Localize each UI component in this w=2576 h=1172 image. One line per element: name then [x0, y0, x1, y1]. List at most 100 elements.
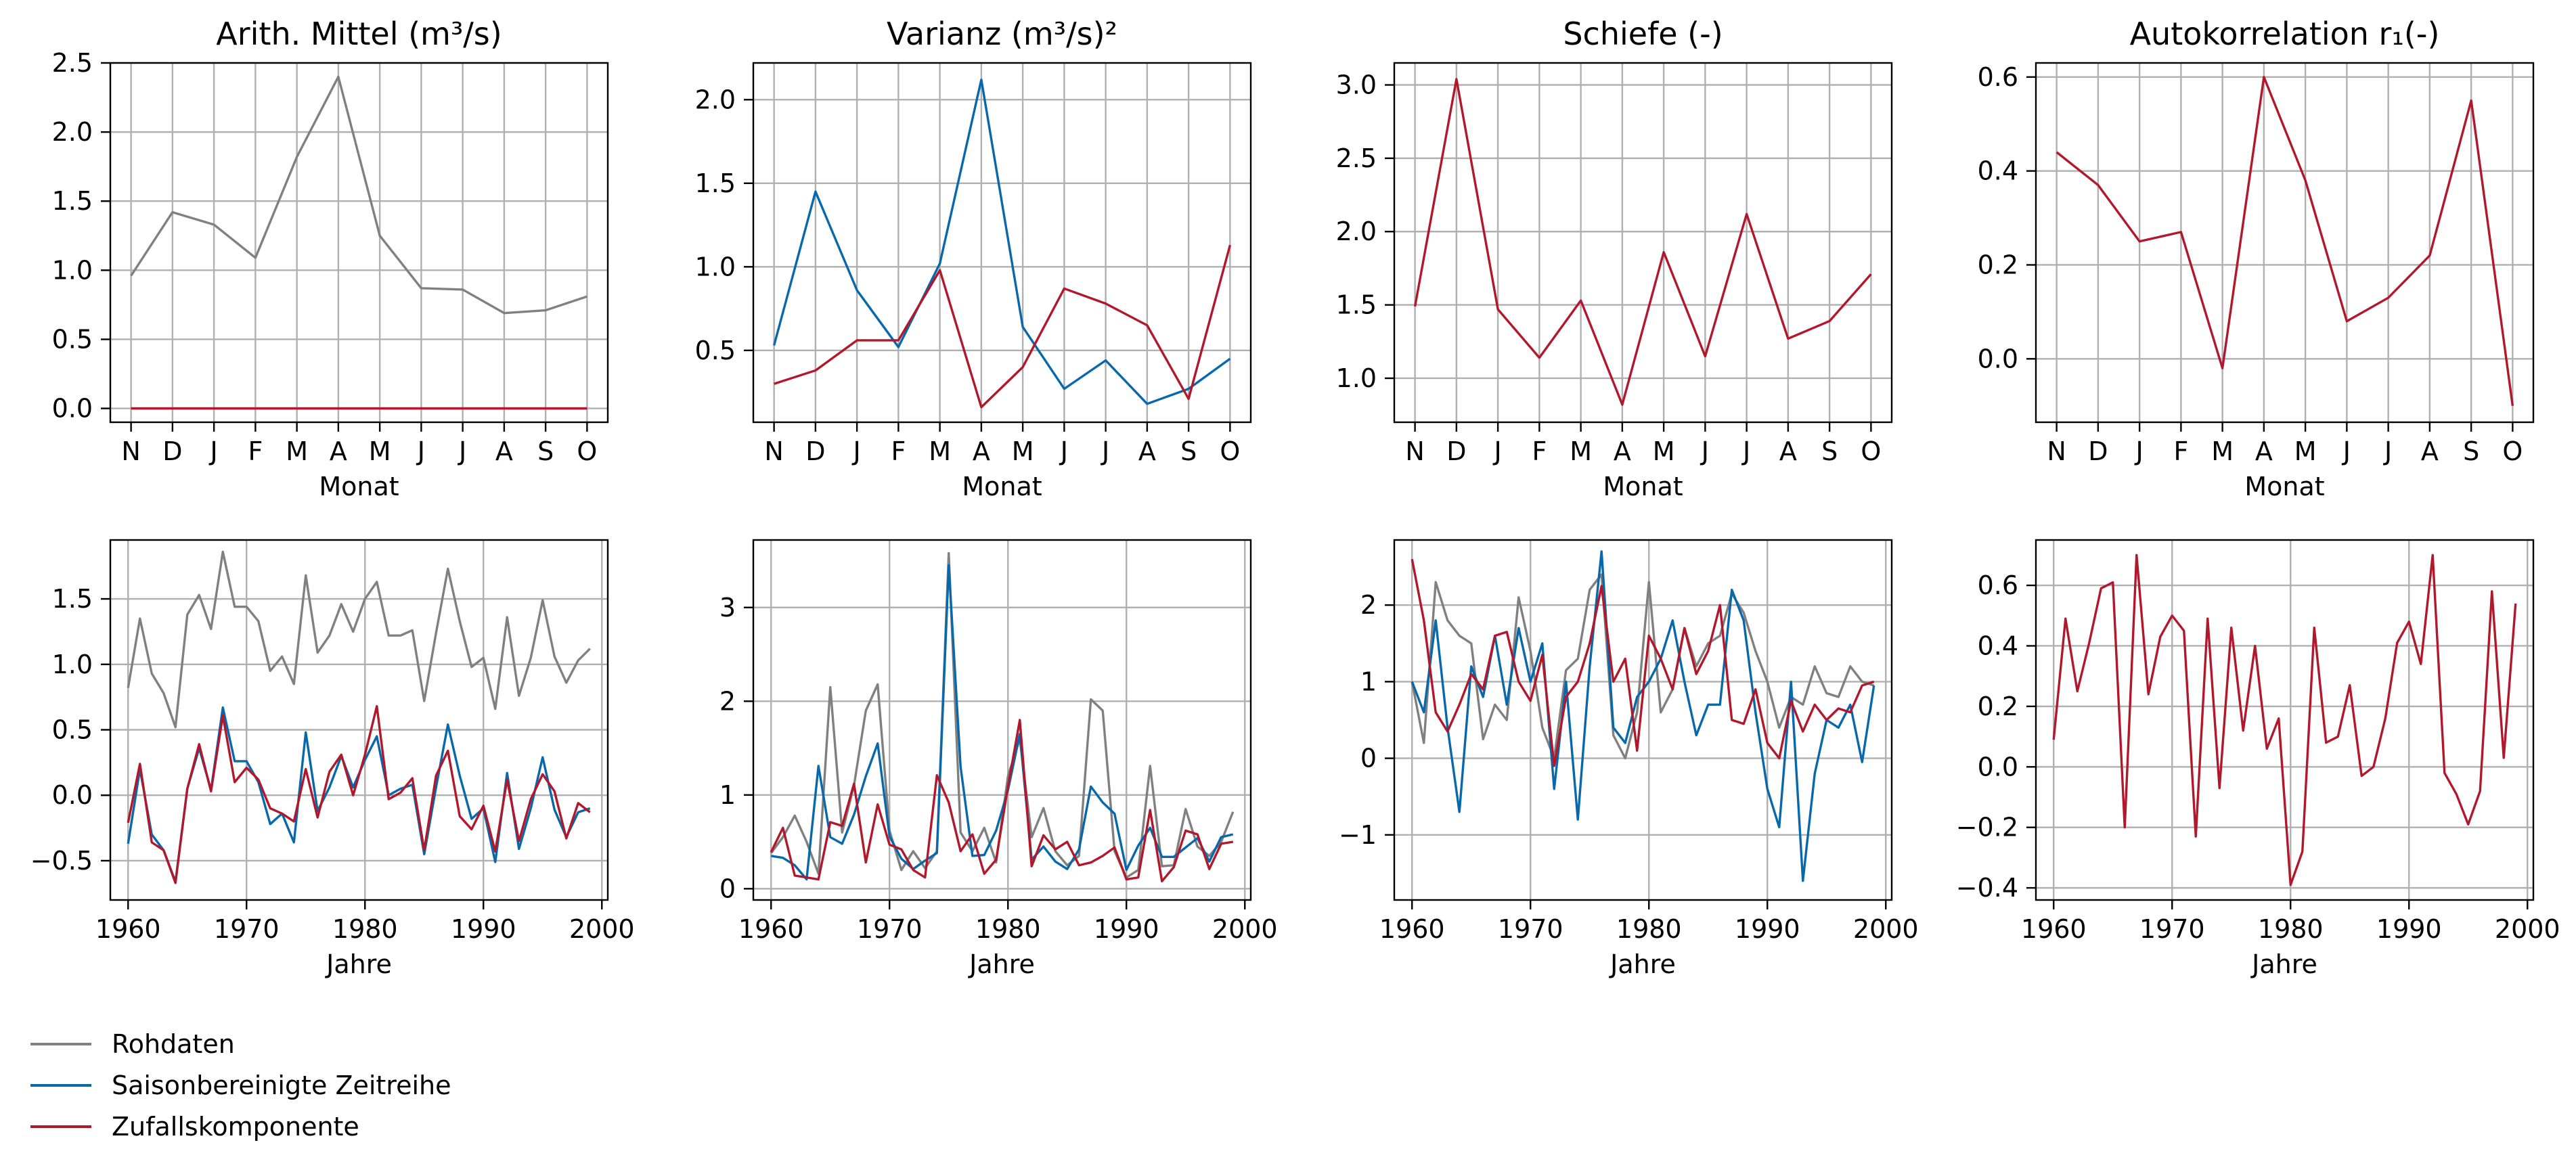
x-tick-label: M — [369, 436, 391, 466]
y-tick-label: 0 — [719, 874, 736, 903]
y-tick-label: 0.0 — [1978, 344, 2018, 374]
legend-item-saisonbereinigt: Saisonbereinigte Zeitreihe — [30, 1070, 451, 1100]
series — [2052, 554, 2517, 886]
series — [1411, 550, 1875, 882]
grid — [2036, 63, 2533, 422]
grid — [1394, 63, 1892, 422]
x-tick-label: J — [1101, 436, 1109, 466]
y-tick-label: 1 — [719, 780, 736, 810]
series-saisonbereinigte-zeitreihe — [770, 564, 1234, 881]
y-tick-label: 1.0 — [52, 255, 93, 285]
x-axis-label: Jahre — [2250, 949, 2317, 979]
legend-label-zufallskomponente: Zufallskomponente — [112, 1112, 359, 1142]
x-tick-label: A — [1614, 436, 1631, 466]
x-axis: 1960 1970 1980 1990 2000 Jahre — [95, 900, 635, 979]
y-tick-label: 1.0 — [1336, 363, 1377, 393]
axes-frame — [1393, 62, 1893, 424]
y-tick-label: 1 — [1360, 667, 1377, 696]
y-tick-label: 2 — [719, 686, 736, 716]
y-tick-label: 0.2 — [1978, 692, 2018, 721]
x-tick-label: J — [2383, 436, 2392, 466]
x-tick-label: 1970 — [2139, 914, 2205, 944]
x-tick-label: S — [1821, 436, 1838, 466]
x-tick-label: J — [1059, 436, 1068, 466]
y-tick-label: 2.5 — [1336, 143, 1377, 173]
series — [772, 78, 1232, 409]
y-tick-label: 1.5 — [52, 186, 93, 216]
grid — [1394, 540, 1892, 900]
subplot-4: N D J F M A M J J A S OMonat0.00.20.40.6Autokorrela… — [1978, 16, 2535, 501]
grid — [753, 540, 1251, 900]
x-tick-label: M — [286, 436, 308, 466]
x-tick-label: J — [416, 436, 425, 466]
x-tick-label: F — [2173, 436, 2188, 466]
y-tick-label: 2.0 — [695, 85, 736, 114]
x-axis-label: Monat — [962, 472, 1042, 501]
legend-label-saisonbereinigt: Saisonbereinigte Zeitreihe — [112, 1070, 451, 1100]
y-tick-label: 1.0 — [52, 650, 93, 679]
y-tick-label: 3 — [719, 593, 736, 623]
x-axis: 1960 1970 1980 1990 2000 Jahre — [738, 900, 1278, 979]
y-tick-label: 1.5 — [1336, 290, 1377, 320]
grid — [110, 540, 608, 900]
series-zufallskomponente — [127, 704, 591, 884]
axes-frame — [109, 539, 609, 901]
subplot-1: N D J F M A M J J A S OMonat0.00.51.01.52.02.5Arith… — [52, 16, 609, 501]
x-tick-label: M — [1653, 436, 1675, 466]
x-tick-label: O — [1220, 436, 1240, 466]
x-tick-label: J — [1700, 436, 1709, 466]
subplot-3: N D J F M A M J J A S OMonat1.01.52.02.53.0Schiefe … — [1336, 16, 1893, 501]
y-axis: 0.0 0.2 0.4 0.6 — [1978, 62, 2036, 374]
subplot-7: 1960 1970 1980 1990 2000 Jahre −1 0 1 2 — [1339, 539, 1919, 979]
legend-item-zufallskomponente: Zufallskomponente — [30, 1112, 359, 1142]
x-tick-label: A — [2255, 436, 2273, 466]
x-tick-label: M — [2211, 436, 2234, 466]
y-tick-label: −0.4 — [1956, 873, 2018, 903]
legend-item-rohdaten: Rohdaten — [30, 1029, 235, 1059]
x-tick-label: A — [330, 436, 347, 466]
y-axis: 0.0 0.5 1.0 1.5 2.0 2.5 — [52, 48, 110, 424]
x-axis-label: Monat — [1603, 472, 1683, 501]
grid — [110, 62, 608, 422]
x-tick-label: J — [458, 436, 466, 466]
y-tick-label: 0 — [1360, 744, 1377, 773]
x-tick-label: M — [2294, 436, 2317, 466]
legend-label-rohdaten: Rohdaten — [112, 1029, 235, 1059]
subplot-title: Autokorrelation r₁(-) — [2130, 16, 2440, 52]
x-tick-label: 1960 — [2021, 914, 2087, 944]
x-tick-label: D — [805, 436, 825, 466]
axes-frame — [752, 539, 1252, 901]
x-tick-label: O — [1861, 436, 1881, 466]
axes-frame — [109, 62, 609, 424]
x-tick-label: 1970 — [857, 914, 923, 944]
series — [130, 75, 587, 410]
x-tick-label: A — [1138, 436, 1156, 466]
x-tick-label: J — [2135, 436, 2144, 466]
subplot-6: 1960 1970 1980 1990 2000 Jahre 0 1 2 3 — [719, 539, 1278, 979]
x-tick-label: M — [1570, 436, 1592, 466]
y-axis: 1.0 1.5 2.0 2.5 3.0 — [1336, 70, 1394, 393]
series — [127, 550, 591, 884]
y-tick-label: 0.6 — [1978, 62, 2018, 92]
y-tick-label: 0.0 — [52, 780, 93, 810]
x-axis-label: Jahre — [968, 949, 1035, 979]
y-tick-label: 0.5 — [695, 336, 736, 365]
y-axis: −1 0 1 2 — [1339, 590, 1394, 850]
grid — [753, 63, 1251, 422]
y-tick-label: 0.5 — [52, 324, 93, 354]
x-tick-label: 2000 — [1212, 914, 1278, 944]
series-zufallskomponente — [2052, 554, 2517, 886]
x-tick-label: N — [2047, 436, 2066, 466]
x-tick-label: A — [1779, 436, 1797, 466]
x-tick-label: 1990 — [1094, 914, 1159, 944]
y-tick-label: 0.0 — [52, 394, 93, 424]
grid — [2036, 540, 2533, 900]
y-tick-label: −0.2 — [1956, 813, 2018, 842]
series-zufallskomponente — [774, 244, 1232, 409]
series-saisonbereinigte-zeitreihe — [772, 78, 1231, 405]
y-tick-label: 1.5 — [52, 584, 93, 614]
x-tick-label: A — [495, 436, 513, 466]
x-tick-label: S — [537, 436, 554, 466]
